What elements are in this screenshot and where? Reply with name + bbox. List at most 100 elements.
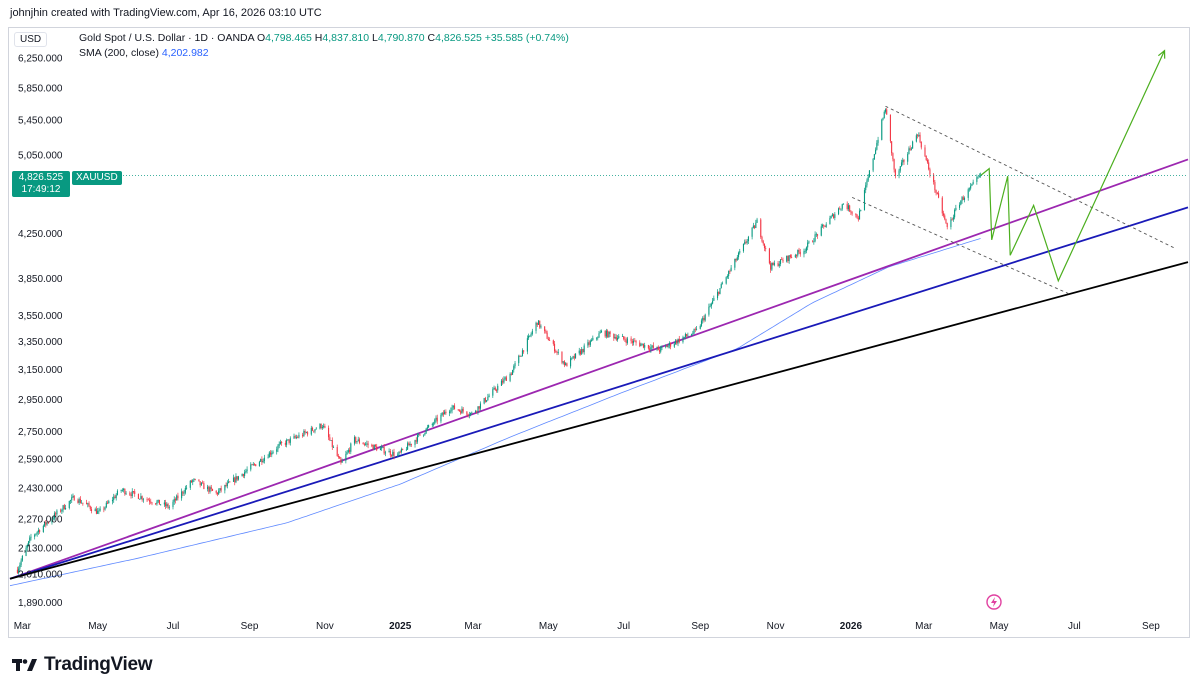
candle-body bbox=[713, 298, 715, 301]
candle bbox=[549, 337, 551, 341]
candle-body bbox=[25, 547, 27, 556]
candle bbox=[633, 338, 635, 346]
candle bbox=[35, 533, 37, 536]
candle bbox=[125, 491, 127, 496]
candle-body bbox=[391, 455, 393, 456]
candle-body bbox=[47, 522, 49, 524]
currency-label[interactable]: USD bbox=[14, 32, 48, 47]
candle-body bbox=[968, 188, 970, 190]
candle bbox=[462, 406, 464, 414]
candle-body bbox=[972, 181, 974, 185]
candle bbox=[255, 464, 257, 467]
candle bbox=[365, 442, 367, 446]
candle-body bbox=[910, 148, 912, 150]
candle-body bbox=[582, 349, 584, 353]
candle bbox=[424, 432, 426, 436]
candle bbox=[702, 316, 704, 324]
candle bbox=[920, 141, 922, 150]
candle-body bbox=[479, 403, 482, 409]
candle bbox=[678, 335, 680, 344]
candle-body bbox=[382, 447, 384, 448]
candle-body bbox=[591, 340, 593, 342]
candle bbox=[512, 369, 514, 375]
candle-body bbox=[535, 322, 537, 331]
candle bbox=[684, 332, 686, 340]
candle-body bbox=[615, 337, 617, 340]
candle bbox=[720, 282, 722, 289]
candle bbox=[693, 328, 695, 335]
candle-body bbox=[246, 469, 248, 472]
candle-body bbox=[450, 410, 452, 412]
candle bbox=[211, 488, 214, 491]
lightning-event-icon[interactable] bbox=[986, 594, 1002, 610]
candle bbox=[337, 453, 340, 459]
candle-body bbox=[751, 227, 753, 237]
candle bbox=[746, 239, 748, 245]
candle-body bbox=[608, 331, 610, 338]
candle bbox=[578, 347, 580, 356]
candle bbox=[55, 511, 57, 517]
candle-body bbox=[432, 423, 435, 425]
candle bbox=[592, 335, 594, 341]
candle bbox=[277, 444, 279, 453]
candle-body bbox=[846, 203, 848, 210]
candle bbox=[25, 545, 27, 557]
candle bbox=[652, 342, 654, 349]
candle-body bbox=[445, 411, 447, 414]
candle bbox=[358, 437, 360, 445]
candle-body bbox=[27, 541, 30, 545]
candle-body bbox=[72, 495, 74, 498]
candle-body bbox=[597, 337, 599, 339]
candle-body bbox=[794, 255, 796, 258]
chart-pane[interactable] bbox=[8, 27, 1190, 638]
candle-body bbox=[77, 500, 79, 503]
candle bbox=[142, 497, 144, 503]
candle-body bbox=[938, 193, 940, 198]
candle bbox=[423, 434, 425, 438]
candle-body bbox=[478, 406, 480, 409]
candle-body bbox=[244, 472, 246, 476]
candle bbox=[613, 333, 615, 341]
candle bbox=[773, 260, 775, 267]
candle-body bbox=[203, 483, 205, 490]
candle bbox=[933, 172, 935, 185]
candle-body bbox=[668, 342, 670, 346]
candle-body bbox=[397, 454, 399, 457]
candle-body bbox=[332, 447, 335, 448]
candle-body bbox=[710, 303, 712, 306]
sma-row[interactable]: SMA (200, close) 4,202.982 bbox=[79, 46, 569, 61]
candle bbox=[704, 313, 706, 322]
candle-body bbox=[556, 351, 558, 353]
candle-body bbox=[183, 492, 185, 494]
candle bbox=[950, 216, 952, 230]
candle bbox=[772, 261, 774, 266]
symbol-name[interactable]: Gold Spot / U.S. Dollar · 1D · OANDA bbox=[79, 32, 255, 44]
candle-body bbox=[132, 491, 135, 492]
candle bbox=[868, 169, 870, 178]
candle-body bbox=[453, 405, 456, 410]
candle-body bbox=[787, 255, 789, 262]
price-tick-label: 2,590.000 bbox=[18, 454, 63, 465]
candle-body bbox=[209, 487, 211, 492]
candle-body bbox=[341, 460, 343, 463]
channel-line bbox=[885, 105, 1176, 250]
candle bbox=[709, 303, 711, 308]
price-tick-label: 4,250.000 bbox=[18, 229, 63, 240]
candle bbox=[555, 349, 557, 353]
candle-body bbox=[631, 341, 633, 343]
candle-body bbox=[791, 256, 793, 258]
candle-body bbox=[376, 446, 378, 451]
candle bbox=[172, 499, 174, 510]
candle bbox=[367, 440, 369, 449]
trendline bbox=[9, 261, 1189, 580]
candle bbox=[393, 448, 395, 460]
candle-body bbox=[494, 387, 496, 391]
candle bbox=[181, 488, 183, 501]
candle-body bbox=[36, 532, 38, 534]
candle-body bbox=[393, 451, 395, 457]
candle bbox=[918, 132, 920, 138]
candle bbox=[157, 499, 159, 503]
candle-body bbox=[60, 510, 62, 512]
candle-body bbox=[849, 205, 851, 212]
